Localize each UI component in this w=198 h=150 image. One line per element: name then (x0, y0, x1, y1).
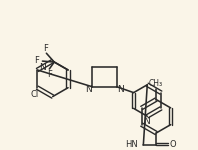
Text: F: F (43, 44, 48, 53)
Text: F: F (34, 56, 39, 65)
Text: O: O (170, 140, 176, 149)
Text: CH₃: CH₃ (149, 79, 163, 88)
Text: HN: HN (125, 140, 137, 149)
Text: Cl: Cl (30, 90, 38, 99)
Text: N: N (117, 85, 124, 94)
Text: N: N (39, 63, 46, 72)
Text: N: N (143, 117, 150, 126)
Text: F: F (47, 70, 52, 79)
Text: N: N (85, 85, 91, 94)
